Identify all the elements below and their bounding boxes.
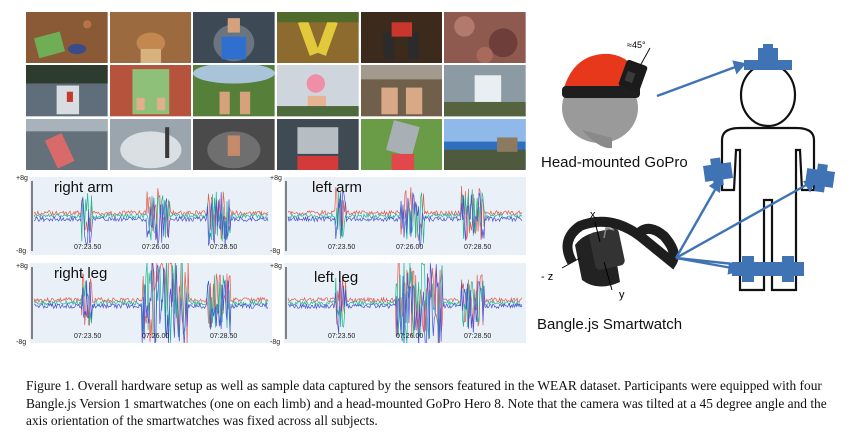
video-frame: [193, 118, 275, 170]
video-frame: [109, 65, 192, 117]
axis-x-label: x: [590, 209, 596, 221]
video-frame: [26, 12, 108, 64]
video-frame: [193, 65, 275, 117]
sensor-trace: [287, 263, 523, 343]
video-frame: [276, 65, 359, 117]
y-axis-min-label: -8g: [270, 248, 281, 255]
tick-label: 07:26.00: [142, 333, 170, 340]
video-frame: [444, 118, 526, 170]
video-frame: [193, 12, 275, 64]
video-frame: [109, 118, 192, 170]
gopro-angle-label: ≈45°: [627, 40, 646, 50]
y-axis-min-label: -8g: [16, 339, 27, 346]
y-axis-min-label: -8g: [16, 248, 27, 255]
tick-label: 07:28.50: [464, 244, 492, 251]
video-frame: [276, 12, 359, 64]
y-axis-max-label: +8g: [16, 175, 28, 182]
axis-y-label: y: [619, 289, 625, 301]
tick-label: 07:26.00: [396, 333, 424, 340]
y-axis-max-label: +8g: [270, 175, 282, 182]
video-frame: [109, 12, 192, 64]
sensor-trace: [287, 191, 523, 248]
plot-title: right arm: [54, 179, 114, 196]
plot-left-arm: left arm 07:23.50 07:26.00 07:28.50: [284, 177, 526, 255]
sensor-trace: [287, 263, 523, 343]
smartwatch-label: Bangle.js Smartwatch: [537, 316, 683, 333]
video-frame: [360, 65, 443, 117]
plot-title: left arm: [312, 179, 363, 196]
sensor-trace: [287, 263, 523, 343]
plot-right-leg: right leg 07:23.50 07:26.00 07:28.50: [30, 263, 272, 343]
figure-caption: Figure 1. Overall hardware setup as well…: [26, 378, 827, 428]
person-outline-icon: [720, 62, 816, 292]
y-axis-max-label: +8g: [16, 263, 28, 270]
y-axis-min-label: -8g: [270, 339, 281, 346]
plot-right-arm: right arm 07:23.50 07:26.00 07:28.50: [30, 177, 272, 255]
tick-label: 07:23.50: [328, 333, 356, 340]
tick-label: 07:28.50: [210, 333, 238, 340]
tick-label: 07:28.50: [464, 333, 492, 340]
sensor-trace: [33, 263, 269, 343]
tick-label: 07:23.50: [74, 333, 102, 340]
tick-label: 07:23.50: [328, 244, 356, 251]
tick-label: 07:26.00: [396, 244, 424, 251]
tick-label: 07:23.50: [74, 244, 102, 251]
video-frame: [444, 12, 526, 64]
sensor-trace: [33, 263, 268, 343]
smartwatch-icon: [561, 216, 679, 291]
gopro-label: Head-mounted GoPro: [541, 154, 688, 171]
plot-title: right leg: [54, 265, 108, 282]
axis-z-label: - z: [541, 271, 554, 283]
sensor-trace: [33, 192, 269, 247]
sensor-trace: [33, 263, 269, 343]
tick-label: 07:26.00: [142, 244, 170, 251]
video-frame: [276, 118, 359, 170]
gopro-head-icon: [562, 47, 651, 149]
video-frame-grid: [26, 12, 526, 170]
sensor-trace: [33, 191, 269, 242]
plot-left-leg: left leg 07:23.50 07:26.00 07:28.50: [284, 263, 526, 343]
video-frame: [26, 118, 108, 170]
y-axis-max-label: +8g: [270, 263, 282, 270]
video-frame: [360, 12, 443, 64]
plot-title: left leg: [314, 269, 359, 286]
tick-label: 07:28.50: [210, 244, 238, 251]
video-frame: [360, 118, 443, 170]
video-frame: [26, 65, 108, 117]
video-frame: [444, 65, 526, 117]
